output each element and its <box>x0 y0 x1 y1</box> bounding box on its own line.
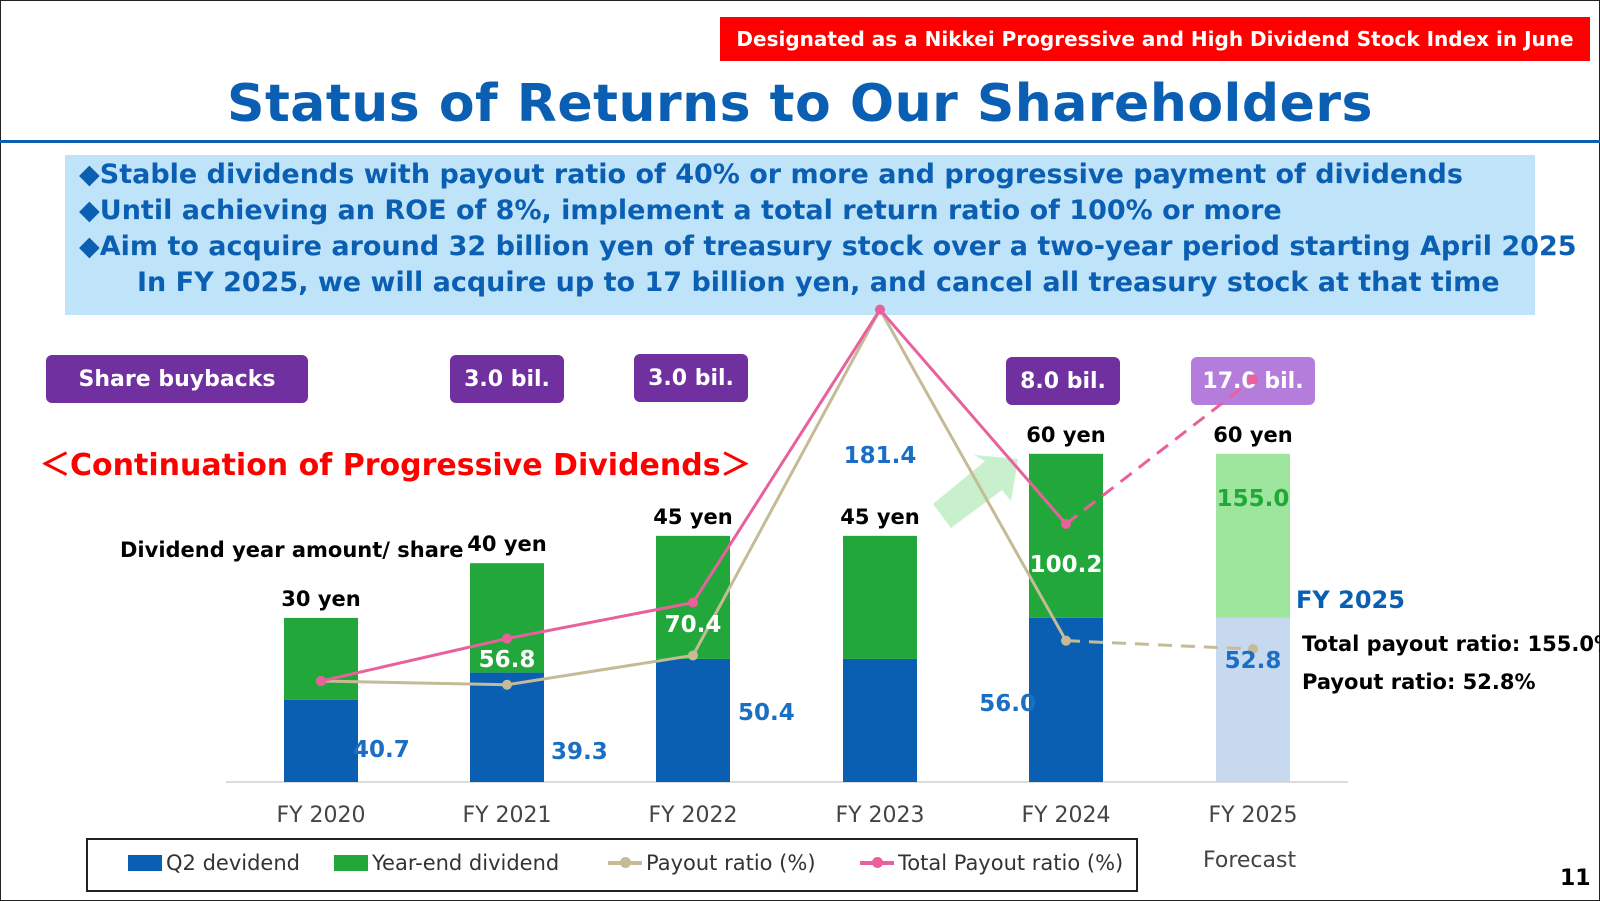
total-payout-ratio-forecast-line <box>1065 378 1254 526</box>
page-title: Status of Returns to Our Shareholders <box>227 74 1373 134</box>
total-payout-ratio-label-4: 100.2 <box>1030 552 1103 578</box>
bar-year-end-1 <box>470 563 544 673</box>
bar-q2-5 <box>1216 617 1290 782</box>
buyback-chip-fy2022: 3.0 bil. <box>634 354 748 402</box>
bar-year-end-5 <box>1216 453 1290 618</box>
total-payout-ratio-point-5 <box>1248 374 1258 385</box>
dividend-label-4: 60 yen <box>1026 423 1105 447</box>
bar-q2-1 <box>470 672 544 782</box>
payout-ratio-label-5: 52.8 <box>1225 648 1282 674</box>
progressive-dividends-headline: ＜Continuation of Progressive Dividends＞ <box>40 448 751 483</box>
payout-ratio-point-1 <box>502 679 512 690</box>
total-payout-ratio-point-2 <box>688 597 698 608</box>
x-tick-label-3: FY 2023 <box>835 803 924 828</box>
legend-payout: Payout ratio (%) <box>608 851 816 875</box>
chart-legend: Q2 devidend Year-end dividend Payout rat… <box>86 838 1138 892</box>
payout-ratio-point-2 <box>688 650 698 661</box>
bar-year-end-3 <box>843 535 917 659</box>
title-divider <box>0 140 1600 143</box>
x-tick-label-2: FY 2022 <box>648 803 737 828</box>
total-payout-ratio-point-3 <box>875 304 885 315</box>
total-payout-ratio-label-1: 56.8 <box>479 647 536 673</box>
payout-ratio-label-1: 39.3 <box>551 739 608 765</box>
payout-ratio-label-2: 50.4 <box>738 700 795 726</box>
bar-q2-3 <box>843 658 917 782</box>
dividend-label-3: 45 yen <box>840 505 919 529</box>
x-tick-label-5: FY 2025 <box>1208 803 1297 828</box>
buyback-chip-fy2021: 3.0 bil. <box>450 355 564 403</box>
policy-point-3-detail: In FY 2025, we will acquire up to 17 bil… <box>137 267 1500 298</box>
total-payout-ratio-label-5: 155.0 <box>1217 486 1290 512</box>
payout-ratio-label-0: 40.7 <box>353 737 410 763</box>
legend-q2-swatch <box>128 855 162 871</box>
legend-total-payout-line <box>860 857 894 868</box>
payout-ratio-point-5 <box>1248 644 1258 655</box>
bar-year-end-2 <box>656 535 730 659</box>
total-payout-ratio-point-4 <box>1061 518 1071 529</box>
dividend-label-0: 30 yen <box>281 587 360 611</box>
payout-ratio-forecast-line <box>1065 639 1254 651</box>
policy-point-1: ◆Stable dividends with payout ratio of 4… <box>79 159 1463 190</box>
total-payout-ratio-point-0 <box>316 676 326 687</box>
total-payout-ratio-label-2: 70.4 <box>665 612 722 638</box>
bar-year-end-0 <box>284 617 358 700</box>
page-number: 11 <box>1560 866 1591 891</box>
share-buybacks-label: Share buybacks <box>46 355 308 403</box>
dividend-caption: Dividend year amount/ share <box>120 538 464 562</box>
legend-payout-line <box>608 857 642 868</box>
legend-q2: Q2 devidend <box>128 851 300 875</box>
trend-arrow-icon <box>933 455 1018 528</box>
legend-year-end-swatch <box>334 855 368 871</box>
fy2025-payout-note: Payout ratio: 52.8% <box>1302 670 1536 694</box>
fy2025-note-title: FY 2025 <box>1296 586 1405 614</box>
payout-ratio-point-4 <box>1061 635 1071 646</box>
legend-q2-label: Q2 devidend <box>166 851 300 875</box>
dividend-label-5: 60 yen <box>1213 423 1292 447</box>
fy2025-total-payout-note: Total payout ratio: 155.0% <box>1302 632 1600 656</box>
bar-year-end-4 <box>1029 453 1103 618</box>
legend-year-end-label: Year-end dividend <box>372 851 560 875</box>
total-payout-ratio-label-3: 181.4 <box>844 443 917 469</box>
dividend-label-1: 40 yen <box>467 532 546 556</box>
dividend-label-2: 45 yen <box>653 505 732 529</box>
x-tick-label-4: FY 2024 <box>1021 803 1110 828</box>
policy-point-3: ◆Aim to acquire around 32 billion yen of… <box>79 231 1577 262</box>
total-payout-ratio-point-1 <box>502 633 512 644</box>
legend-total-payout-label: Total Payout ratio (%) <box>898 851 1124 875</box>
x-tick-label-0: FY 2020 <box>276 803 365 828</box>
forecast-label: Forecast <box>1203 848 1297 873</box>
policy-point-2: ◆Until achieving an ROE of 8%, implement… <box>79 195 1282 226</box>
legend-total-payout: Total Payout ratio (%) <box>860 851 1123 875</box>
bar-q2-0 <box>284 699 358 782</box>
policy-box: ◆Stable dividends with payout ratio of 4… <box>65 155 1577 315</box>
payout-ratio-label-4: 56.0 <box>979 691 1036 717</box>
legend-payout-label: Payout ratio (%) <box>646 851 816 875</box>
legend-year-end: Year-end dividend <box>334 851 559 875</box>
x-tick-label-1: FY 2021 <box>462 803 551 828</box>
bar-q2-2 <box>656 658 730 782</box>
index-designation-badge: Designated as a Nikkei Progressive and H… <box>720 17 1590 61</box>
buyback-chip-fy2024: 8.0 bil. <box>1006 357 1120 405</box>
